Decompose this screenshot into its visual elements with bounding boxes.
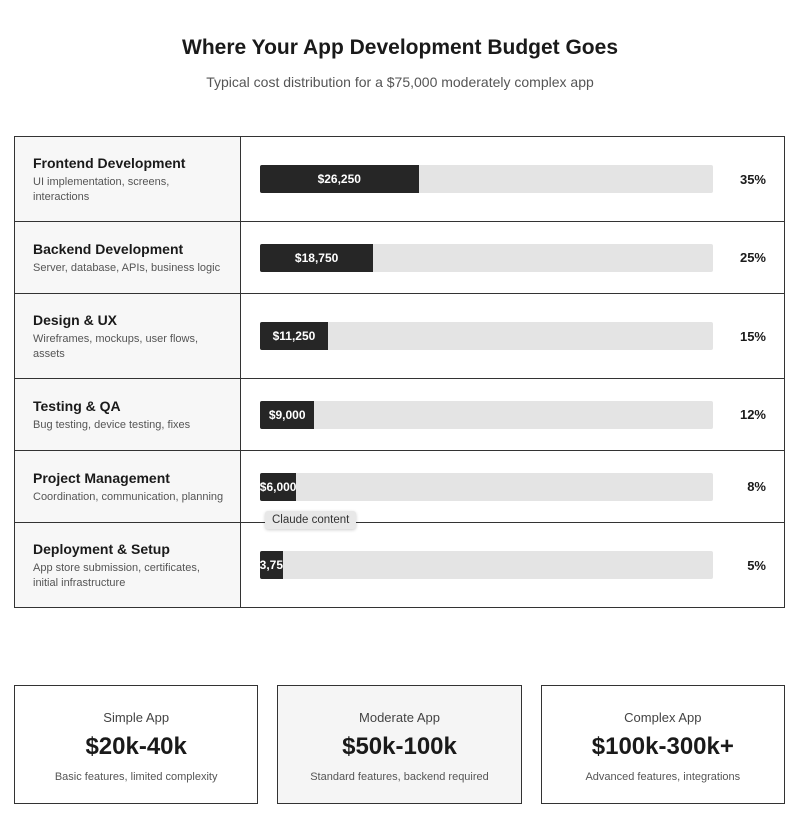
card-note: Basic features, limited complexity — [54, 771, 218, 783]
bar-cell: $18,750 25% — [241, 222, 784, 293]
value-label: 35% — [739, 171, 766, 187]
table-row: Backend Development Server, database, API… — [15, 221, 784, 293]
bar-track: $18,750 — [260, 243, 713, 272]
row-header: Project Management Coordination, communic… — [15, 451, 241, 522]
bar-amount-label: $6,000 — [260, 479, 297, 494]
category-description: App store submission, certificates, init… — [33, 562, 200, 589]
cost-card: Complex App $100k-300k+ Advanced features,… — [540, 685, 785, 804]
bar-track: $3,750 — [260, 551, 713, 579]
row-header: Backend Development Server, database, API… — [15, 222, 241, 293]
category-label: Project Management — [33, 470, 170, 486]
tooltip: Claude content — [265, 511, 357, 529]
card-note: Standard features, backend required — [310, 771, 489, 783]
bar: $9,000 — [260, 400, 315, 429]
row-header: Testing & QA Bug testing, device testing,… — [15, 379, 241, 450]
card-note: Advanced features, integrations — [585, 771, 741, 783]
bar-track: $6,000 — [260, 472, 713, 501]
card-title: Complex App — [624, 710, 702, 725]
value-label: 15% — [739, 328, 766, 344]
category-description: Coordination, communication, planning — [33, 491, 224, 503]
bar: $11,250 — [260, 322, 328, 350]
cost-cards: Simple App $20k-40k Basic features, limite… — [14, 685, 785, 804]
bar-amount-label: $11,250 — [272, 329, 316, 343]
card-range: $100k-300k+ — [591, 733, 734, 760]
value-label: 8% — [747, 479, 766, 494]
card-range: $20k-40k — [85, 733, 187, 760]
card-title: Moderate App — [359, 710, 440, 725]
table-row: Testing & QA Bug testing, device testing,… — [15, 378, 784, 450]
row-header: Frontend Development UI implementation, s… — [15, 137, 241, 221]
card-title: Simple App — [103, 710, 170, 725]
budget-table: Frontend Development UI implementation, s… — [14, 136, 785, 608]
bar-cell: $11,250 15% — [241, 294, 784, 378]
chart-title: Where Your App Development Budget Goes — [182, 36, 618, 59]
category-label: Deployment & Setup — [33, 541, 170, 557]
bar: $3,750 — [260, 551, 283, 579]
bar-track: $9,000 — [260, 400, 713, 429]
category-label: Frontend Development — [33, 155, 186, 171]
bar-cell: $3,750 5% — [241, 523, 784, 607]
category-description: Bug testing, device testing, fixes — [33, 419, 191, 431]
value-label: 25% — [739, 250, 766, 265]
card-range: $50k-100k — [342, 733, 457, 760]
bar-amount-label: $18,750 — [294, 250, 339, 265]
table-row: Project Management Coordination, communic… — [15, 450, 784, 529]
cost-card: Moderate App $50k-100k Standard features, … — [277, 685, 522, 804]
row-header: Deployment & Setup App store submission, … — [15, 523, 241, 607]
cost-card: Simple App $20k-40k Basic features, limite… — [14, 685, 259, 804]
bar-cell: $26,250 35% — [241, 137, 784, 221]
table-row: Frontend Development UI implementation, s… — [15, 137, 784, 221]
bar: $26,250 — [260, 165, 419, 193]
bar-amount-label: $9,000 — [268, 407, 306, 422]
bar-cell: $6,000 8% Claude content — [241, 451, 784, 529]
bar-cell: $9,000 12% — [241, 379, 784, 450]
category-label: Design & UX — [33, 312, 118, 328]
bar-amount-label: $3,750 — [260, 558, 283, 572]
category-description: Server, database, APIs, business logic — [33, 262, 221, 274]
table-row: Design & UX Wireframes, mockups, user flo… — [15, 293, 784, 378]
category-label: Testing & QA — [33, 398, 121, 414]
category-label: Backend Development — [33, 241, 184, 257]
bar-amount-label: $26,250 — [317, 172, 361, 186]
table-row: Deployment & Setup App store submission, … — [15, 522, 784, 607]
value-label: 12% — [739, 407, 766, 422]
bar: $6,000 — [260, 472, 297, 501]
bar-track: $11,250 — [260, 322, 713, 350]
chart-subtitle: Typical cost distribution for a $75,000 … — [206, 74, 594, 90]
category-description: UI implementation, screens, interactions — [33, 176, 170, 203]
bar-track: $26,250 — [260, 165, 713, 193]
bar: $18,750 — [260, 243, 374, 272]
value-label: 5% — [747, 557, 766, 573]
row-header: Design & UX Wireframes, mockups, user flo… — [15, 294, 241, 378]
category-description: Wireframes, mockups, user flows, assets — [33, 333, 199, 360]
